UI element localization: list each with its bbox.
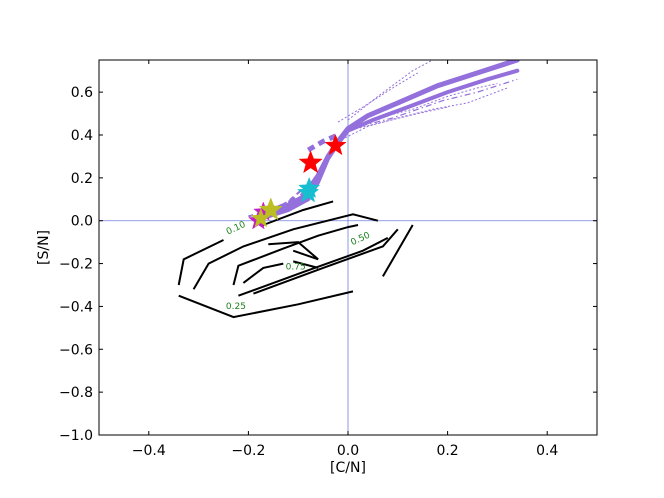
y-tick-label: 0.6 bbox=[71, 85, 93, 101]
star-marker bbox=[324, 133, 347, 156]
star-marker bbox=[297, 181, 320, 203]
star-marker bbox=[298, 150, 323, 174]
x-axis-label: [C/N] bbox=[330, 460, 366, 476]
y-tick-label: 0.4 bbox=[71, 128, 93, 144]
contour-line-0.50 bbox=[238, 237, 389, 297]
contour-line-0.25 bbox=[253, 228, 399, 295]
star-marker bbox=[250, 207, 272, 228]
x-tick-label: 0.2 bbox=[436, 443, 458, 459]
y-axis-ticks: −1.0 −0.8 −0.6 −0.4 −0.2 0.0 0.2 0.4 0.6 bbox=[59, 85, 597, 444]
contour-label: 0.25 bbox=[226, 302, 246, 312]
contour-label: 0.75 bbox=[286, 262, 306, 272]
thick-track bbox=[266, 68, 520, 219]
dashed-track bbox=[306, 132, 339, 153]
x-tick-label: −0.2 bbox=[231, 443, 265, 459]
y-tick-label: 0.2 bbox=[71, 171, 93, 187]
contour-line-0.75 bbox=[268, 241, 319, 261]
contour-line-0.10 bbox=[382, 224, 414, 277]
contour-lines bbox=[177, 200, 414, 319]
x-tick-label: −0.4 bbox=[132, 443, 166, 459]
y-tick-label: −1.0 bbox=[59, 428, 93, 444]
contour-line-0.75 bbox=[242, 262, 284, 284]
contour-line-0.50 bbox=[232, 224, 359, 286]
x-tick-label: 0.4 bbox=[536, 443, 558, 459]
y-tick-label: −0.2 bbox=[59, 257, 93, 273]
y-tick-label: −0.6 bbox=[59, 342, 93, 358]
x-axis-ticks: −0.4 −0.2 0.0 0.2 0.4 bbox=[132, 60, 558, 459]
y-tick-label: −0.8 bbox=[59, 385, 93, 401]
thin-track bbox=[347, 83, 498, 132]
contour-line-0.25 bbox=[192, 213, 379, 290]
x-tick-label: 0.0 bbox=[337, 443, 359, 459]
contour-line-0.75 bbox=[292, 260, 319, 269]
contour-line-0.10 bbox=[177, 239, 224, 286]
plot-area: 0.100.250.500.75 bbox=[99, 60, 597, 435]
star-markers bbox=[248, 133, 347, 230]
star-marker bbox=[258, 197, 283, 221]
reference-lines bbox=[99, 60, 597, 435]
y-axis-label: [S/N] bbox=[36, 230, 52, 265]
thin-track bbox=[347, 106, 448, 132]
y-tick-label: −0.4 bbox=[59, 299, 93, 315]
y-tick-label: 0.0 bbox=[71, 214, 93, 230]
thin-track bbox=[347, 60, 433, 121]
dashdot-track bbox=[347, 78, 518, 130]
contour-line-0.10 bbox=[178, 290, 354, 319]
contour-line-0.10 bbox=[262, 200, 334, 226]
